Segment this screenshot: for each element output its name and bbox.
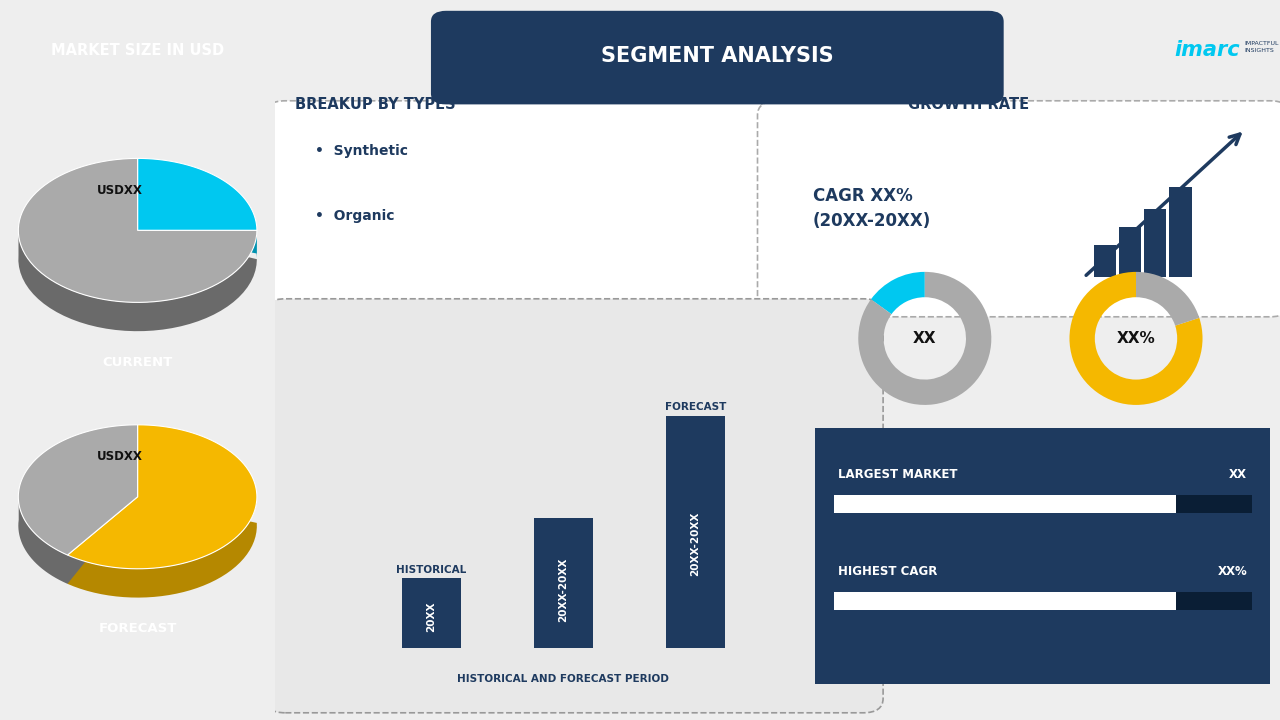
Text: USDXX: USDXX xyxy=(97,184,142,197)
Text: XX: XX xyxy=(1229,468,1247,481)
Bar xyxy=(833,592,1176,610)
Bar xyxy=(534,518,593,648)
Wedge shape xyxy=(870,272,924,314)
Bar xyxy=(833,592,1252,610)
Text: HIGHEST CAGR: HIGHEST CAGR xyxy=(838,565,937,578)
Wedge shape xyxy=(859,272,991,405)
Text: GROWTH RATE: GROWTH RATE xyxy=(908,97,1029,112)
Text: XX%: XX% xyxy=(1217,565,1247,578)
FancyBboxPatch shape xyxy=(758,101,1280,317)
Text: XX: XX xyxy=(913,331,937,346)
Text: imarc: imarc xyxy=(1175,40,1240,60)
Text: LARGEST MARKET: LARGEST MARKET xyxy=(838,468,957,481)
Polygon shape xyxy=(18,491,138,584)
Bar xyxy=(1144,209,1166,277)
Polygon shape xyxy=(68,494,257,598)
Bar xyxy=(833,495,1176,513)
Polygon shape xyxy=(138,158,257,230)
Bar xyxy=(1170,187,1192,277)
Text: 20XX-20XX: 20XX-20XX xyxy=(558,557,568,621)
Polygon shape xyxy=(68,425,257,569)
Text: 20XX-20XX: 20XX-20XX xyxy=(690,511,700,576)
Wedge shape xyxy=(1137,272,1199,325)
FancyBboxPatch shape xyxy=(797,418,1280,694)
Text: IMPACTFUL
INSIGHTS: IMPACTFUL INSIGHTS xyxy=(1245,41,1279,53)
FancyBboxPatch shape xyxy=(265,101,768,317)
Text: HISTORICAL AND FORECAST PERIOD: HISTORICAL AND FORECAST PERIOD xyxy=(457,673,669,683)
Wedge shape xyxy=(1070,272,1202,405)
Polygon shape xyxy=(18,425,138,555)
Text: BREAKUP BY TYPES: BREAKUP BY TYPES xyxy=(296,97,456,112)
Polygon shape xyxy=(18,158,257,302)
Bar xyxy=(666,415,724,648)
Text: FORECAST: FORECAST xyxy=(99,622,177,635)
Text: •  Synthetic: • Synthetic xyxy=(315,144,408,158)
Text: FORECAST: FORECAST xyxy=(664,402,726,412)
FancyBboxPatch shape xyxy=(265,299,883,713)
Bar xyxy=(833,495,1252,513)
Text: CURRENT: CURRENT xyxy=(102,356,173,369)
Text: MARKET SIZE IN USD: MARKET SIZE IN USD xyxy=(51,43,224,58)
FancyBboxPatch shape xyxy=(431,11,1004,104)
Polygon shape xyxy=(138,225,257,259)
Text: USDXX: USDXX xyxy=(97,450,142,463)
Polygon shape xyxy=(18,227,257,331)
Text: SEGMENT ANALYSIS: SEGMENT ANALYSIS xyxy=(602,46,833,66)
Text: HISTORICAL: HISTORICAL xyxy=(396,564,466,575)
Bar xyxy=(402,578,461,648)
Bar xyxy=(1119,227,1142,277)
Text: XX%: XX% xyxy=(1116,331,1156,346)
Text: 20XX: 20XX xyxy=(426,601,436,632)
Text: •  Organic: • Organic xyxy=(315,209,396,223)
Bar xyxy=(1094,245,1116,277)
Text: CAGR XX%
(20XX-20XX): CAGR XX% (20XX-20XX) xyxy=(813,187,931,230)
